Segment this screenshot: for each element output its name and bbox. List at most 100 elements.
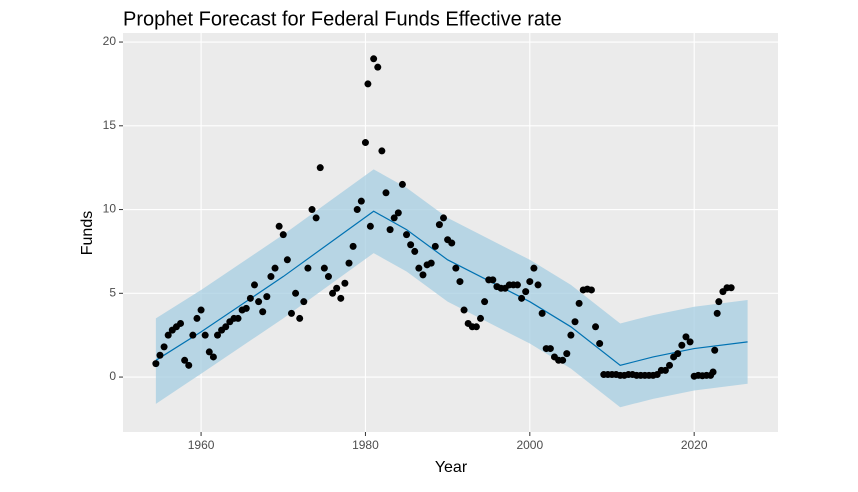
- data-point: [411, 247, 419, 255]
- data-point: [546, 345, 554, 353]
- data-point: [530, 264, 538, 272]
- data-point: [300, 298, 308, 306]
- data-point: [316, 164, 324, 172]
- data-point: [337, 294, 345, 302]
- data-point: [587, 286, 595, 294]
- data-point: [534, 281, 542, 289]
- data-point: [518, 294, 526, 302]
- data-point: [259, 308, 267, 316]
- data-point: [374, 63, 382, 71]
- data-point: [329, 289, 337, 297]
- data-point: [378, 147, 386, 155]
- data-point: [472, 323, 480, 331]
- y-tick-label: 0: [109, 369, 116, 383]
- data-point: [674, 350, 682, 358]
- data-point: [333, 284, 341, 292]
- data-point: [431, 242, 439, 250]
- data-point: [312, 214, 320, 222]
- data-point: [185, 361, 193, 369]
- data-point: [440, 214, 448, 222]
- data-point: [398, 180, 406, 188]
- data-point: [686, 338, 694, 346]
- data-point: [370, 55, 378, 63]
- data-point: [476, 314, 484, 322]
- data-point: [292, 289, 300, 297]
- data-point: [209, 353, 217, 361]
- data-point: [164, 331, 172, 339]
- data-point: [271, 264, 279, 272]
- data-point: [709, 368, 717, 376]
- data-point: [666, 361, 674, 369]
- data-point: [563, 350, 571, 358]
- data-point: [304, 264, 312, 272]
- data-point: [456, 278, 464, 286]
- data-point: [283, 256, 291, 264]
- data-point: [394, 209, 402, 217]
- data-point: [255, 298, 263, 306]
- data-point: [320, 264, 328, 272]
- data-point: [345, 259, 353, 267]
- data-point: [177, 319, 185, 327]
- data-point: [489, 276, 497, 284]
- data-point: [513, 281, 521, 289]
- data-point: [201, 331, 209, 339]
- data-point: [267, 273, 275, 281]
- y-tick-label: 15: [103, 118, 117, 132]
- data-point: [460, 306, 468, 314]
- data-point: [382, 189, 390, 197]
- data-point: [452, 264, 460, 272]
- data-point: [448, 239, 456, 247]
- data-point: [349, 242, 357, 250]
- data-point: [181, 356, 189, 364]
- data-point: [364, 80, 372, 88]
- y-tick-label: 20: [103, 34, 117, 48]
- data-point: [727, 284, 735, 292]
- uncertainty-band: [155, 169, 748, 408]
- data-point: [242, 304, 250, 312]
- data-point: [713, 309, 721, 317]
- data-point: [522, 288, 530, 296]
- data-point: [279, 231, 287, 239]
- data-point: [193, 314, 201, 322]
- data-point: [526, 278, 534, 286]
- data-point: [263, 293, 271, 301]
- chart-title: Prophet Forecast for Federal Funds Effec…: [123, 8, 562, 30]
- data-point: [481, 298, 489, 306]
- data-point: [592, 323, 600, 331]
- data-point: [711, 346, 719, 354]
- data-point: [308, 206, 316, 214]
- data-point: [287, 309, 295, 317]
- data-point: [324, 273, 332, 281]
- data-point: [160, 343, 168, 351]
- data-point: [386, 226, 394, 234]
- data-point: [538, 309, 546, 317]
- data-point: [156, 351, 164, 359]
- data-point: [661, 366, 669, 374]
- data-point: [214, 331, 222, 339]
- x-axis-title: Year: [435, 459, 468, 476]
- data-point: [567, 331, 575, 339]
- data-point: [415, 264, 423, 272]
- data-point: [234, 314, 242, 322]
- y-axis-title: Funds: [79, 211, 96, 255]
- data-point: [715, 298, 723, 306]
- data-point: [189, 331, 197, 339]
- x-tick-label: 1980: [352, 438, 379, 452]
- data-point: [435, 221, 443, 229]
- data-point: [575, 299, 583, 307]
- data-point: [427, 259, 435, 267]
- data-point: [205, 348, 213, 356]
- data-point: [407, 241, 415, 249]
- data-point: [341, 279, 349, 287]
- data-point: [197, 306, 205, 314]
- data-point: [678, 341, 686, 349]
- data-point: [152, 360, 160, 368]
- data-point: [596, 340, 604, 348]
- x-tick-label: 2020: [681, 438, 708, 452]
- data-point: [250, 281, 258, 289]
- data-point: [357, 197, 365, 205]
- data-point: [246, 294, 254, 302]
- data-point: [403, 231, 411, 239]
- x-tick-label: 1960: [188, 438, 215, 452]
